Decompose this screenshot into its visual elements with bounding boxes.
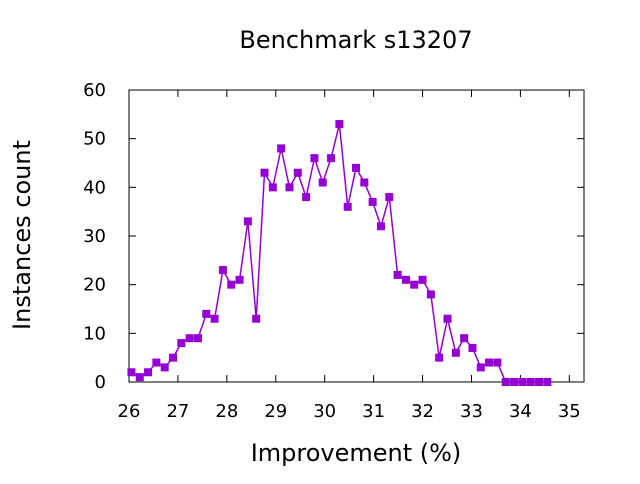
y-tick-label: 40 xyxy=(83,177,106,198)
data-point xyxy=(393,270,402,279)
y-tick-label: 60 xyxy=(83,80,106,101)
data-point xyxy=(243,217,252,226)
data-point xyxy=(268,183,277,192)
data-point xyxy=(510,378,519,386)
data-point xyxy=(435,353,444,362)
x-axis-ticks: 26 27 28 29 30 31 32 33 34 35 xyxy=(118,90,581,422)
series-line xyxy=(131,123,548,383)
data-point xyxy=(218,266,227,275)
data-point xyxy=(210,314,219,323)
data-point xyxy=(135,373,144,382)
data-point xyxy=(485,358,494,367)
y-tick-label: 30 xyxy=(83,226,106,247)
data-point xyxy=(468,343,477,352)
data-point xyxy=(160,363,169,372)
data-point xyxy=(227,280,236,289)
data-point xyxy=(476,363,485,372)
data-point xyxy=(285,183,294,192)
data-point xyxy=(501,378,510,386)
data-point xyxy=(169,353,178,362)
y-tick-label: 50 xyxy=(83,129,106,150)
data-point xyxy=(543,378,552,386)
data-point xyxy=(401,275,410,284)
y-tick-label: 20 xyxy=(83,275,106,296)
x-tick-label: 26 xyxy=(118,401,141,422)
x-tick-label: 29 xyxy=(264,401,287,422)
data-point xyxy=(302,193,311,202)
y-axis-ticks: 0 10 20 30 40 50 60 xyxy=(83,80,584,393)
data-point xyxy=(293,168,302,177)
y-axis-label: Instances count xyxy=(8,140,36,330)
data-point xyxy=(418,275,427,284)
data-point xyxy=(235,275,244,284)
data-point xyxy=(526,378,535,386)
y-tick-label: 0 xyxy=(95,372,106,393)
data-point xyxy=(260,168,269,177)
data-point xyxy=(352,163,361,172)
data-point xyxy=(426,290,435,299)
data-point xyxy=(310,154,319,163)
data-point xyxy=(252,314,261,323)
data-point xyxy=(335,120,344,129)
data-point xyxy=(318,178,327,187)
data-point xyxy=(127,368,136,377)
data-point xyxy=(368,197,377,206)
data-point xyxy=(460,334,469,343)
x-tick-label: 28 xyxy=(215,401,238,422)
y-tick-label: 10 xyxy=(83,323,106,344)
data-point xyxy=(193,334,202,343)
x-axis-label: Improvement (%) xyxy=(251,439,462,467)
x-tick-label: 31 xyxy=(362,401,385,422)
data-point xyxy=(144,368,153,377)
data-point xyxy=(152,358,161,367)
x-tick-label: 27 xyxy=(166,401,189,422)
data-point xyxy=(327,154,336,163)
data-point xyxy=(443,314,452,323)
data-point xyxy=(376,222,385,231)
data-point xyxy=(534,378,543,386)
data-point xyxy=(518,378,527,386)
chart-title: Benchmark s13207 xyxy=(239,26,472,54)
data-point xyxy=(185,334,194,343)
series-layer xyxy=(127,120,552,386)
data-point xyxy=(493,358,502,367)
data-point xyxy=(451,348,460,357)
x-tick-label: 34 xyxy=(509,401,532,422)
x-tick-label: 30 xyxy=(313,401,336,422)
data-point xyxy=(385,193,394,202)
data-point xyxy=(360,178,369,187)
data-point xyxy=(277,144,286,153)
data-point xyxy=(177,339,186,348)
x-tick-label: 32 xyxy=(411,401,434,422)
x-tick-label: 33 xyxy=(460,401,483,422)
x-tick-label: 35 xyxy=(558,401,581,422)
data-point xyxy=(343,202,352,211)
data-point xyxy=(202,309,211,318)
data-point xyxy=(410,280,419,289)
